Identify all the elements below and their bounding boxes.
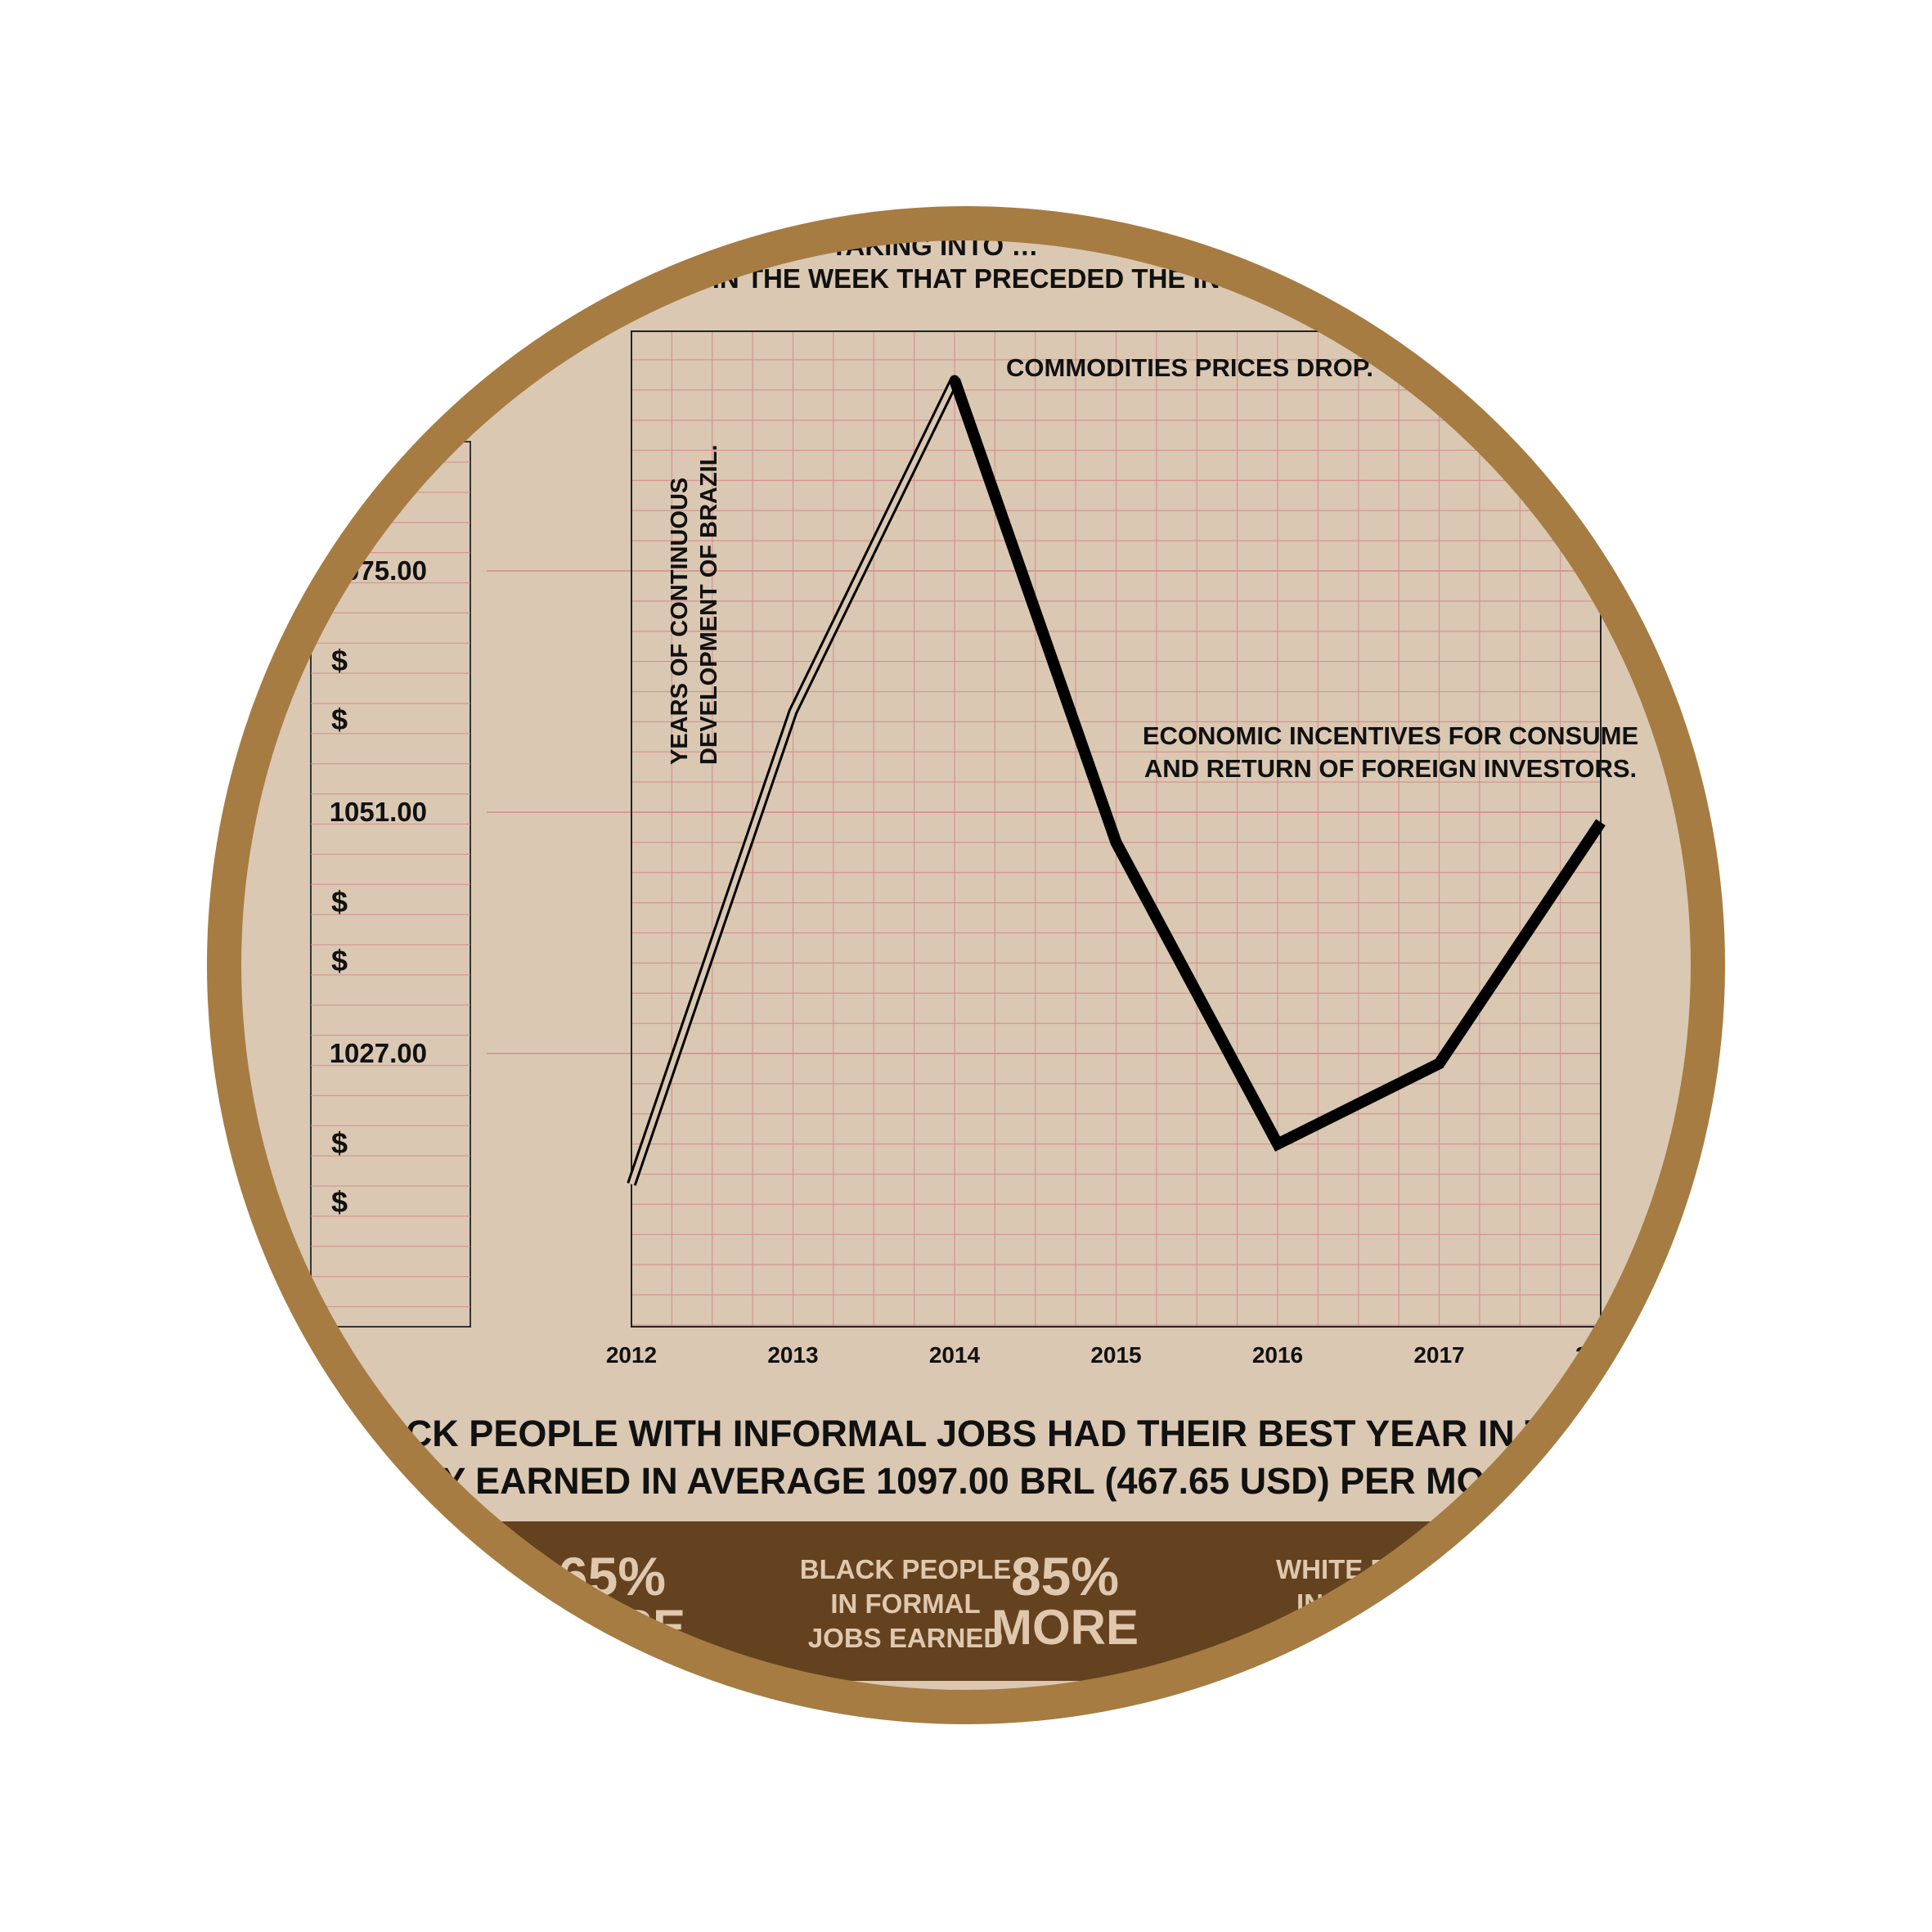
caption-line-1: …2014 BLACK PEOPLE WITH INFORMAL JOBS HA… — [201, 1413, 1722, 1454]
annotation-continuous-line1: YEARS OF CONTINUOUS — [667, 478, 693, 765]
outer-ring — [207, 206, 1725, 1724]
series-peak-point — [950, 375, 959, 385]
paper-background — [226, 225, 1706, 1705]
y-tick-label: $ — [331, 1185, 348, 1219]
y-tick-label: $ — [331, 1126, 348, 1160]
y-tick-label: 1027.00 — [330, 1038, 427, 1068]
x-tick-label: 2017 — [1413, 1342, 1464, 1368]
y-tick-label: 1051.00 — [330, 797, 427, 827]
black-more: MORE — [991, 1600, 1139, 1655]
y-tick-label: $ — [331, 644, 348, 677]
black-formal-line2: IN FORMAL — [830, 1588, 980, 1619]
black-formal-line3: JOBS EARNED — [808, 1623, 1003, 1653]
annotation-continuous-line2: DEVELOPMENT OF BRAZIL. — [696, 445, 722, 766]
caption-line-2: THEY EARNED IN AVERAGE 1097.00 BRL (467.… — [367, 1460, 1570, 1502]
y-tick-label: $ — [331, 885, 348, 919]
annotation-incentives-line1: ECONOMIC INCENTIVES FOR CONSUME — [1143, 721, 1638, 750]
black-percentage: 85% — [1011, 1546, 1119, 1606]
x-tick-label: 2016 — [1252, 1342, 1303, 1368]
x-tick-label: 2015 — [1090, 1342, 1141, 1368]
series-line-rising-fill — [629, 379, 957, 1185]
annotation-commodities: COMMODITIES PRICES DROP. — [1006, 353, 1373, 382]
black-formal-line1: BLACK PEOPLE — [800, 1554, 1012, 1584]
y-tick-label: $ — [331, 703, 348, 736]
y-tick-label: $ — [331, 944, 348, 977]
series-line-main — [949, 378, 1606, 1152]
x-tick-label: 2012 — [606, 1342, 657, 1368]
x-tick-label: 2014 — [929, 1342, 981, 1368]
annotation-incentives-line2: AND RETURN OF FOREIGN INVESTORS. — [1144, 754, 1637, 783]
x-tick-label: 2013 — [767, 1342, 818, 1368]
